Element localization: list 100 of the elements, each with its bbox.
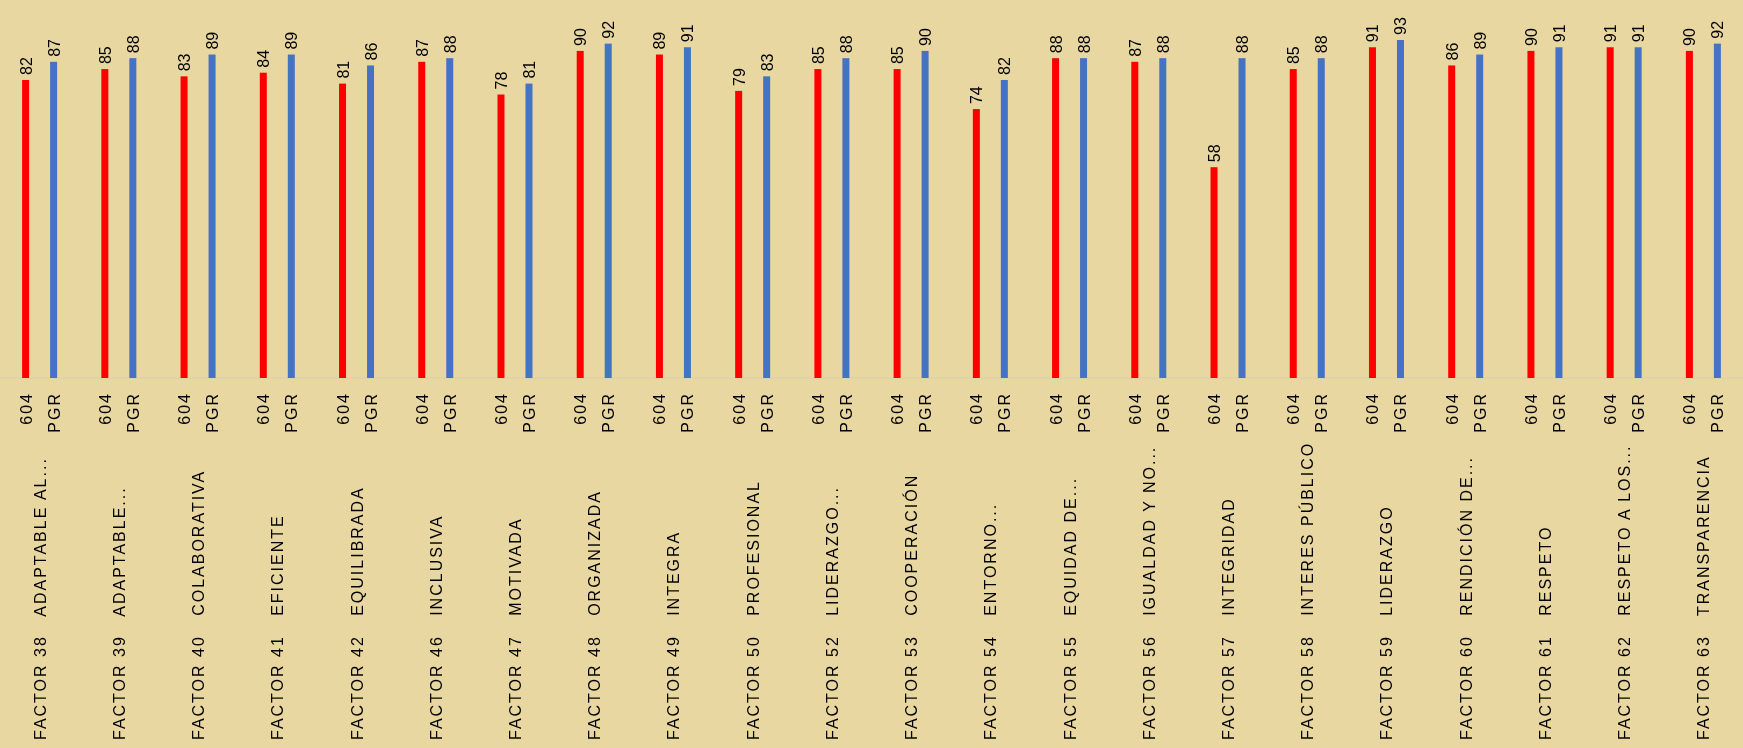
text: 604 <box>492 392 510 425</box>
text: 604 <box>255 392 273 425</box>
text: 604 <box>809 392 827 425</box>
x-tick-label: FACTOR 53 COOPERACIÓN <box>902 473 921 740</box>
bar <box>1052 58 1060 378</box>
data-label: 88 <box>1047 35 1065 54</box>
text: 604 <box>1285 392 1303 425</box>
data-label: 91 <box>1630 24 1648 43</box>
data-label: 83 <box>176 53 194 72</box>
bar <box>735 90 743 378</box>
bar <box>101 69 109 378</box>
text: 604 <box>968 392 986 425</box>
bar <box>576 50 584 378</box>
text: 604 <box>1206 392 1224 425</box>
text: PGR <box>283 392 301 433</box>
x-tick-label: FACTOR 40 COLABORATIVA <box>190 469 208 740</box>
data-label: 88 <box>124 35 142 54</box>
bar <box>418 61 426 378</box>
bar <box>655 54 663 378</box>
data-label: 83 <box>758 53 776 72</box>
x-tick-label: FACTOR 52 LIDERAZGO... <box>823 486 841 740</box>
bar <box>259 72 267 378</box>
bar <box>1634 47 1642 378</box>
bar <box>1555 47 1563 378</box>
data-label: 89 <box>1471 31 1489 50</box>
data-label: 89 <box>651 31 669 50</box>
text: PGR <box>1709 392 1727 433</box>
x-tick-label: FACTOR 42 EQUILIBRADA <box>348 486 366 740</box>
text: 604 <box>334 392 352 425</box>
bar <box>1131 61 1139 378</box>
data-label: 84 <box>255 49 273 68</box>
bar <box>367 65 375 378</box>
data-label: 81 <box>520 60 538 79</box>
data-label: 74 <box>968 86 986 105</box>
x-tick-label: FACTOR 48 ORGANIZADA <box>586 490 604 740</box>
text: PGR <box>679 392 697 433</box>
text: 604 <box>889 392 907 425</box>
text: PGR <box>1313 392 1331 433</box>
text: 604 <box>413 392 431 425</box>
text: PGR <box>837 392 855 433</box>
bar <box>1080 58 1088 378</box>
text: PGR <box>204 392 222 433</box>
bar <box>1289 69 1297 378</box>
data-label: 78 <box>492 71 510 90</box>
bar <box>208 54 216 378</box>
bar <box>446 58 454 378</box>
x-tick-label: FACTOR 49 INTEGRA <box>665 530 683 740</box>
x-tick-label: FACTOR 38 ADAPTABLE AL... <box>31 457 49 740</box>
bar <box>1159 58 1167 378</box>
data-label: 91 <box>1550 24 1568 43</box>
text: 604 <box>1364 392 1382 425</box>
x-tick-label: FACTOR 63 TRANSPARENCIA <box>1695 455 1713 740</box>
data-label: 91 <box>679 24 697 43</box>
bar <box>1476 54 1484 378</box>
x-tick-label: FACTOR 41 EFICIENTE <box>269 514 287 740</box>
text: PGR <box>45 392 63 433</box>
data-label: 85 <box>1285 46 1303 65</box>
bar <box>814 69 822 378</box>
x-tick-label: FACTOR 57 INTEGRIDAD <box>1220 497 1238 740</box>
text: PGR <box>758 392 776 433</box>
bar <box>129 58 137 378</box>
bar <box>893 69 901 378</box>
text: 604 <box>1602 392 1620 425</box>
bar <box>972 109 980 378</box>
bar <box>1713 43 1721 378</box>
text: PGR <box>600 392 618 433</box>
data-label: 82 <box>996 57 1014 75</box>
text: 604 <box>651 392 669 425</box>
bar <box>1238 58 1246 378</box>
x-tick-label: FACTOR 61 RESPETO <box>1536 525 1554 740</box>
bar <box>1396 40 1404 378</box>
data-label: 85 <box>96 46 114 65</box>
data-label: 85 <box>889 46 907 65</box>
bar <box>287 54 295 378</box>
text: 604 <box>1443 392 1461 425</box>
data-label: 86 <box>362 42 380 61</box>
text: PGR <box>124 392 142 433</box>
x-tick-label: FACTOR 50 PROFESIONAL <box>744 480 762 740</box>
text: PGR <box>1471 392 1489 433</box>
data-label: 90 <box>1681 28 1699 46</box>
data-label: 87 <box>1126 38 1144 57</box>
text: 604 <box>17 392 35 425</box>
x-tick-label: FACTOR 55 EQUIDAD DE... <box>1061 476 1079 740</box>
bar <box>50 61 58 378</box>
bar <box>1448 65 1456 378</box>
bar <box>525 83 533 378</box>
bar <box>180 76 188 378</box>
bar <box>497 94 505 378</box>
text: 604 <box>176 392 194 425</box>
bar <box>339 83 347 378</box>
text: PGR <box>362 392 380 433</box>
text: PGR <box>1392 392 1410 433</box>
text: 604 <box>730 392 748 425</box>
bar <box>1210 167 1218 378</box>
bar <box>1685 50 1693 378</box>
text: PGR <box>917 392 935 433</box>
x-tick-label: FACTOR 47 MOTIVADA <box>506 517 524 740</box>
bar <box>763 76 771 378</box>
data-label: 88 <box>1313 35 1331 54</box>
data-label: 91 <box>1364 24 1382 43</box>
